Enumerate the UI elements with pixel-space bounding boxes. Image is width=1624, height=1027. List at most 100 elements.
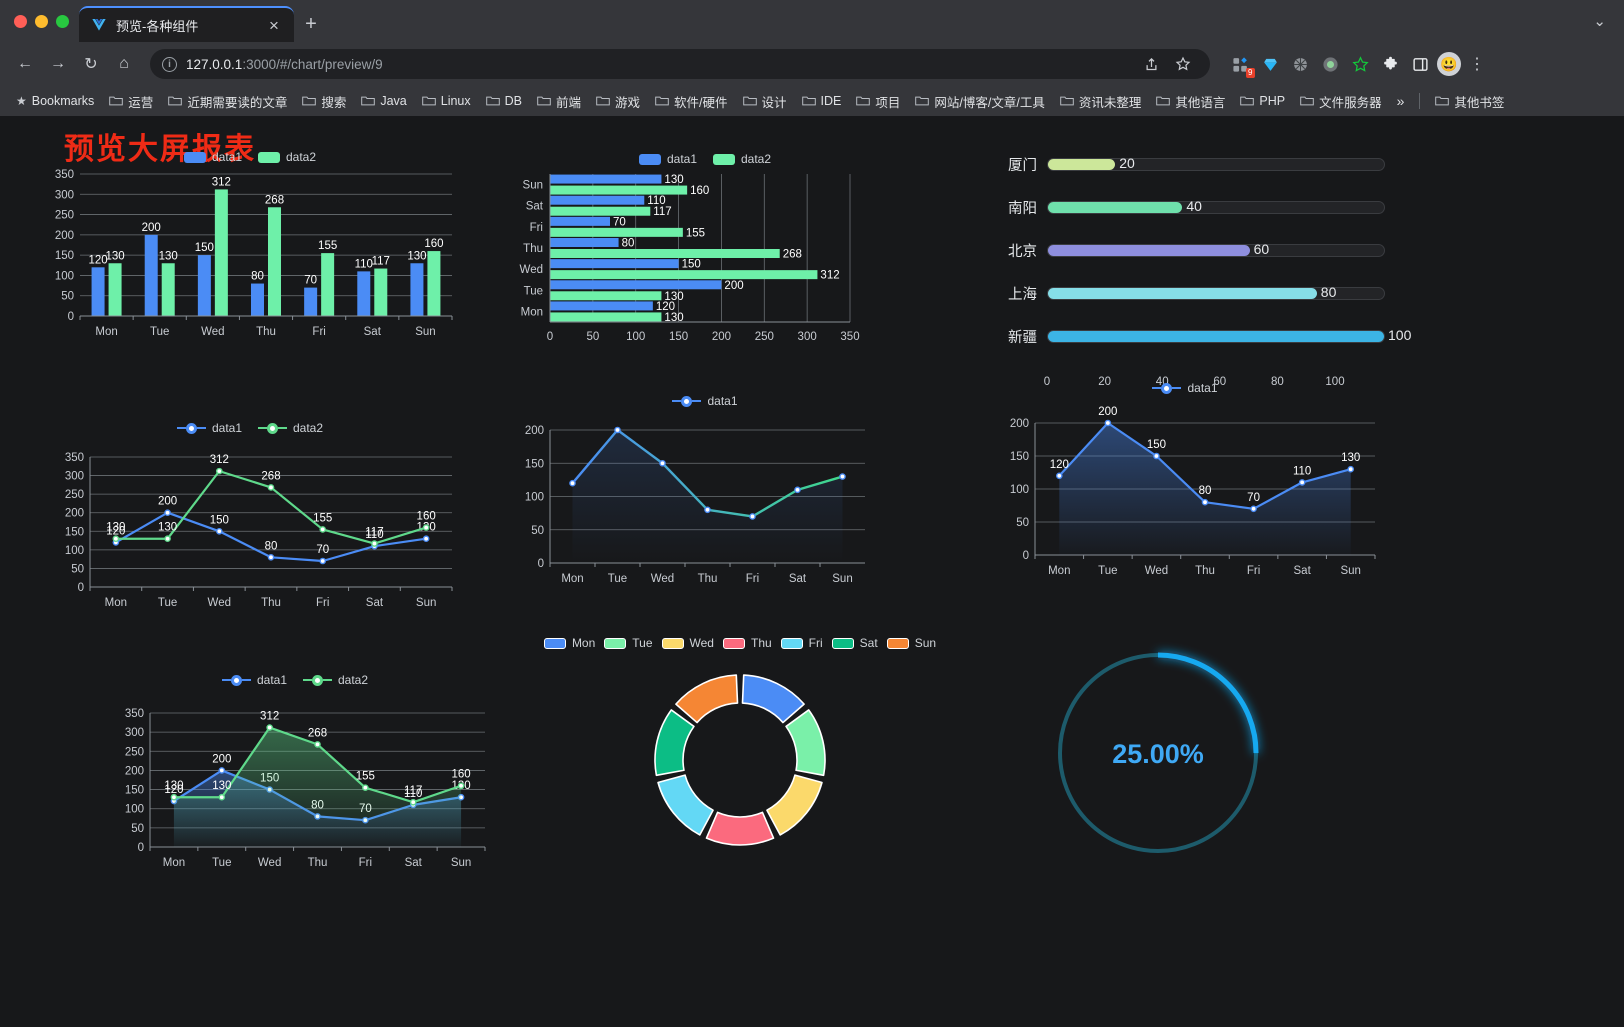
- svg-text:Sun: Sun: [1340, 565, 1360, 577]
- progress-track: 40: [1047, 198, 1385, 214]
- bookmark-folder[interactable]: 资讯未整理: [1054, 89, 1148, 114]
- puzzle-icon[interactable]: [1377, 51, 1403, 77]
- close-window-button[interactable]: [14, 14, 27, 28]
- legend-item-mon[interactable]: Mon: [543, 636, 595, 650]
- extension-grid-icon[interactable]: 9: [1227, 51, 1255, 78]
- other-bookmarks-folder[interactable]: 其他书签: [1429, 89, 1510, 114]
- legend-item-data1[interactable]: data1: [183, 150, 242, 164]
- url-host: 127.0.0.1: [186, 56, 243, 72]
- bookmarks-overflow-button[interactable]: »: [1396, 93, 1405, 109]
- legend-item-data1[interactable]: data1: [221, 673, 287, 687]
- legend-item-data1[interactable]: data1: [672, 394, 738, 408]
- forward-button[interactable]: →: [50, 55, 66, 72]
- legend-item-fri[interactable]: Fri: [780, 636, 823, 650]
- legend-item-data1[interactable]: data1: [176, 421, 242, 435]
- svg-text:Mon: Mon: [1048, 565, 1070, 577]
- tab-strip: 预览-各种组件 × + ⌄: [0, 0, 1624, 42]
- bookmark-folder[interactable]: 运营: [103, 89, 159, 114]
- legend-item-data1[interactable]: data1: [638, 152, 697, 166]
- avatar[interactable]: 😃: [1437, 52, 1461, 76]
- network-icon[interactable]: [1287, 51, 1313, 77]
- svg-text:0: 0: [78, 582, 84, 594]
- svg-text:160: 160: [424, 238, 443, 250]
- legend-label: data2: [293, 421, 324, 435]
- info-icon[interactable]: i: [162, 56, 177, 72]
- gauge-value: 25.00%: [1112, 739, 1204, 769]
- legend-item-data1[interactable]: data1: [1152, 381, 1218, 395]
- bookmark-folder[interactable]: IDE: [796, 91, 848, 111]
- share-icon[interactable]: [1136, 49, 1166, 79]
- new-tab-button[interactable]: +: [305, 12, 317, 35]
- legend-item-tue[interactable]: Tue: [604, 636, 653, 650]
- bookmark-label: Linux: [440, 94, 471, 108]
- bookmark-folder[interactable]: 软件/硬件: [649, 89, 733, 114]
- folder-icon: [915, 96, 930, 106]
- browser-tab[interactable]: 预览-各种组件 ×: [79, 6, 294, 42]
- maximize-window-button[interactable]: [56, 14, 69, 28]
- bookmark-star-icon[interactable]: [1168, 49, 1198, 79]
- svg-text:0: 0: [1023, 550, 1029, 562]
- bookmark-folder[interactable]: 其他语言: [1150, 89, 1231, 114]
- browser-menu-button[interactable]: ⋮: [1469, 56, 1485, 73]
- svg-text:70: 70: [613, 216, 626, 228]
- svg-text:Thu: Thu: [261, 597, 281, 609]
- chart-line-area: data1 0 50 100 150 200 Mon Tue Wed Thu Fri Sat Sun 1…: [985, 381, 1385, 590]
- bookmark-folder[interactable]: PHP: [1234, 91, 1291, 111]
- legend-swatch: [543, 637, 566, 649]
- folder-icon: [537, 96, 551, 106]
- legend-item-sun[interactable]: Sun: [886, 636, 936, 650]
- progress-track: 80: [1047, 284, 1385, 300]
- browser-toolbar: ← → ↻ ⌂ i 127.0.0.1:3000/#/chart/preview…: [0, 42, 1624, 86]
- svg-text:200: 200: [125, 765, 144, 777]
- legend-swatch: [713, 153, 735, 165]
- svg-text:100: 100: [626, 331, 645, 343]
- bookmark-folder[interactable]: 游戏: [590, 89, 646, 114]
- browser-chrome: 预览-各种组件 × + ⌄ ← → ↻ ⌂ i 127.0.0.1:3000/#…: [0, 0, 1624, 116]
- bookmark-folder[interactable]: Linux: [416, 91, 477, 111]
- reload-button[interactable]: ↻: [84, 56, 98, 73]
- back-button[interactable]: ←: [17, 55, 33, 72]
- bookmark-folder[interactable]: Java: [355, 91, 412, 111]
- chevron-down-icon[interactable]: ⌄: [1593, 13, 1606, 30]
- window-controls[interactable]: [10, 0, 79, 42]
- chart-line-smooth: data1 0 50 100 150 200 Mon Tue Wed Thu Fri Sat Sun: [505, 394, 905, 608]
- svg-text:200: 200: [1098, 406, 1117, 418]
- svg-text:150: 150: [1010, 451, 1029, 463]
- home-button[interactable]: ⌂: [119, 55, 129, 72]
- diamond-icon[interactable]: [1257, 51, 1283, 77]
- bookmark-folder[interactable]: 文件服务器: [1294, 89, 1388, 114]
- legend-item-data2[interactable]: data2: [303, 673, 368, 687]
- svg-text:60: 60: [1213, 376, 1226, 388]
- legend-item-data2[interactable]: data2: [258, 150, 316, 164]
- sidepanel-icon[interactable]: [1407, 51, 1433, 77]
- area-two-series-plot: 0 50 100 150 200 250 300 350 Mon Tue Wed Thu Fri Sat S…: [125, 708, 486, 869]
- minimize-window-button[interactable]: [35, 14, 48, 28]
- svg-text:268: 268: [265, 194, 284, 206]
- legend-swatch: [221, 674, 251, 686]
- legend-item-sat[interactable]: Sat: [831, 636, 878, 650]
- bookmark-folder[interactable]: 设计: [737, 89, 793, 114]
- bookmark-folder[interactable]: 搜索: [296, 89, 352, 114]
- legend-item-wed[interactable]: Wed: [661, 636, 714, 650]
- bookmark-folder[interactable]: 近期需要读的文章: [162, 89, 293, 114]
- bookmarks-root[interactable]: ★ Bookmarks: [10, 91, 100, 111]
- bookmark-folder[interactable]: 网站/博客/文章/工具: [909, 89, 1050, 114]
- svg-text:Tue: Tue: [608, 573, 627, 585]
- bookmark-folder[interactable]: DB: [480, 91, 528, 111]
- bookmark-folder[interactable]: 项目: [850, 89, 906, 114]
- legend-item-data2[interactable]: data2: [713, 152, 771, 166]
- folder-icon: [421, 96, 436, 106]
- svg-text:117: 117: [404, 785, 422, 797]
- svg-text:200: 200: [1010, 418, 1029, 430]
- close-tab-button[interactable]: ×: [269, 15, 279, 35]
- circle-icon[interactable]: [1317, 51, 1343, 77]
- address-bar[interactable]: i 127.0.0.1:3000/#/chart/preview/9: [150, 49, 1210, 79]
- bookmark-folder[interactable]: 前端: [531, 89, 587, 114]
- svg-text:80: 80: [1199, 485, 1212, 497]
- chart-bar-horizontal: data1 data2 0 50 100 150 200 250 300 350 Sun 130 1…: [505, 152, 905, 366]
- legend-item-thu[interactable]: Thu: [722, 636, 772, 650]
- svg-text:250: 250: [65, 489, 84, 501]
- star-green-icon[interactable]: [1347, 51, 1373, 77]
- legend-item-data2[interactable]: data2: [258, 421, 323, 435]
